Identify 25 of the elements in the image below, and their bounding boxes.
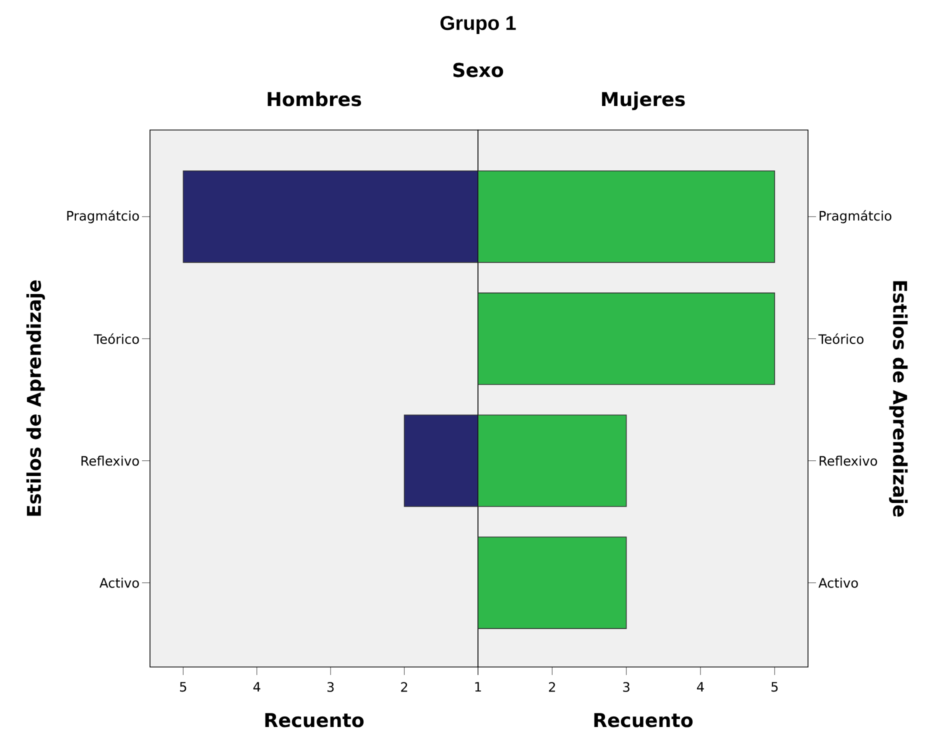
y-tick-label: Activo <box>818 578 858 588</box>
x-tick-label: 3 <box>327 682 334 692</box>
x-axis-title: Recuento <box>265 713 364 728</box>
chart-title: Hombres <box>268 92 362 106</box>
x-tick-label: 4 <box>253 682 260 692</box>
x-axis-title: Recuento <box>594 713 693 728</box>
y-axis-title: Estilos de Aprendizaje <box>889 281 908 517</box>
x-tick-label: 3 <box>623 682 630 692</box>
x-tick-label: 1 <box>475 682 481 692</box>
y-tick-label: Activo <box>100 578 139 588</box>
x-tick-label: 5 <box>772 682 778 692</box>
y-tick-label: Pragmátcio <box>67 210 139 224</box>
chart-title: Mujeres <box>602 92 685 110</box>
y-axis-title: Estilos de Aprendizaje <box>26 280 45 516</box>
text: Sexo <box>453 62 504 78</box>
x-tick-label: 4 <box>696 682 704 692</box>
x-tick-label: 5 <box>180 682 186 692</box>
text: Grupo 1 <box>440 16 516 34</box>
y-tick-label: Teórico <box>94 333 139 344</box>
x-tick-label: 2 <box>401 682 408 692</box>
y-tick-label: Reflexivo <box>82 456 139 466</box>
y-tick-label: Teórico <box>818 333 864 344</box>
x-tick-label: 2 <box>548 682 555 692</box>
y-tick-label: Reflexivo <box>820 456 878 466</box>
y-tick-label: Pragmátcio <box>820 210 892 224</box>
